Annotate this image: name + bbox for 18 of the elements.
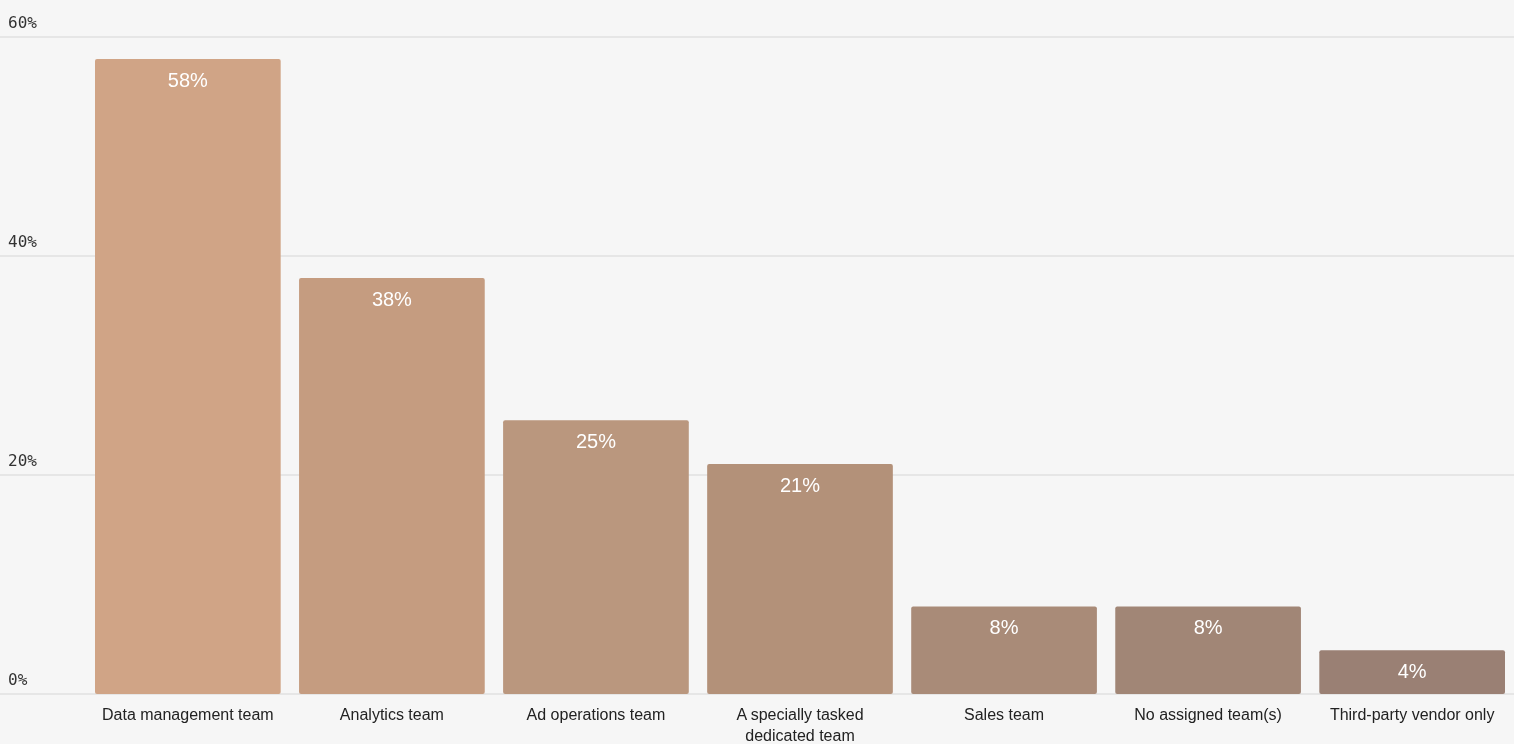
y-tick-label: 20%	[8, 451, 38, 470]
data-label: 4%	[1397, 660, 1427, 683]
x-tick-label: Third-party vendor only	[1329, 706, 1495, 723]
data-label: 8%	[1193, 616, 1223, 639]
y-tick-label: 60%	[8, 13, 38, 32]
x-tick-label: Data management team	[102, 706, 274, 723]
x-tick-label: No assigned team(s)	[1134, 706, 1282, 723]
data-label: 38%	[371, 287, 413, 310]
x-tick-label: Sales team	[964, 706, 1045, 723]
y-tick-label: 40%	[8, 232, 38, 251]
x-tick-label: A specially tasked dedicated team	[736, 706, 864, 744]
data-label: 8%	[989, 616, 1019, 639]
data-label: 21%	[779, 474, 821, 497]
x-tick-label: Analytics team	[339, 706, 444, 723]
x-tick-label: Ad operations team	[526, 706, 666, 723]
data-label: 58%	[167, 68, 209, 91]
data-label: 25%	[575, 430, 617, 453]
y-tick-label: 0%	[8, 670, 28, 689]
